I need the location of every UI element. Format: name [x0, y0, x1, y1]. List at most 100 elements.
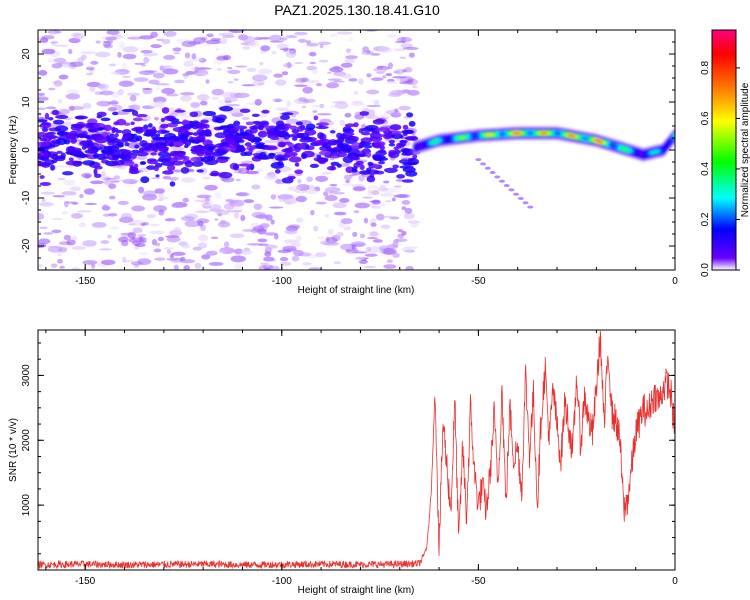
spectrogram-cell — [375, 150, 387, 156]
spectrogram-cell — [56, 150, 63, 154]
spectrogram-cell — [395, 77, 409, 82]
spectrogram-cell — [130, 121, 135, 126]
spectrogram-cell — [285, 51, 297, 58]
spectrogram-cell — [293, 146, 301, 153]
spectrogram-cell — [326, 165, 337, 171]
spectrogram-cell — [151, 177, 161, 180]
spectrogram-cell — [358, 78, 364, 85]
spectrogram-cell — [358, 128, 364, 134]
spectrogram-cell — [181, 40, 196, 48]
spectrogram-cell — [104, 177, 116, 180]
spectrogram-cell — [412, 154, 418, 159]
spectrogram-cell — [287, 175, 296, 180]
spectrogram-cell — [336, 231, 344, 237]
spectrogram-cell — [80, 51, 96, 55]
spectrogram-cell — [366, 73, 372, 78]
spectrogram-cell — [202, 176, 211, 180]
spectrogram-cell — [44, 151, 49, 157]
spectrogram-cell — [294, 31, 308, 36]
spectrogram-cell — [388, 143, 396, 147]
spectrogram-cell — [522, 201, 529, 205]
spectrogram-cell — [106, 139, 116, 143]
spectrogram-cell — [366, 104, 382, 108]
spectrogram-cell — [110, 99, 118, 107]
spectrogram-cell — [144, 70, 158, 73]
spectrogram-cell — [60, 61, 72, 68]
spectrogram-cell — [146, 165, 156, 170]
spectrogram-cell — [41, 48, 56, 55]
spectrogram-cell — [352, 166, 358, 171]
spectrogram-cell — [51, 109, 60, 116]
spectrogram-cell — [173, 52, 181, 55]
spectrogram-cell — [358, 260, 368, 264]
snr-xtick-label: -100 — [272, 576, 292, 587]
spectrogram-cell — [363, 217, 369, 224]
spectrogram-cell — [332, 202, 347, 209]
spectrogram-cell — [116, 142, 124, 147]
spectrogram-cell — [224, 146, 238, 152]
spectrogram-cell — [169, 181, 176, 187]
spectrogram-cell — [126, 92, 141, 97]
spectrogram-cell — [359, 164, 365, 171]
spectrogram-cell — [50, 41, 59, 44]
spectrogram-cell — [141, 142, 155, 149]
spectrogram-cell — [401, 200, 411, 205]
spectrogram-cell — [152, 137, 167, 141]
spectrogram-cell — [236, 93, 248, 98]
spectrogram-cell — [68, 61, 84, 67]
spectrogram-cell — [370, 190, 380, 196]
spectrogram-cell — [214, 218, 219, 221]
spectrogram-cell — [133, 77, 149, 82]
colorbar-tick-label: 0.6 — [700, 111, 711, 125]
spectrogram-cell — [150, 44, 162, 49]
spectrogram-cell — [285, 201, 293, 205]
spectrogram-cell — [184, 160, 194, 168]
spectrogram-cell — [241, 84, 255, 87]
spectrogram-cell — [112, 154, 123, 159]
spectrogram-cell — [392, 164, 399, 169]
spectrogram-cell — [360, 141, 366, 146]
spectrogram-cell — [39, 37, 49, 43]
spectrogram-cell — [259, 61, 264, 66]
spectrogram-cell — [82, 160, 96, 166]
spectrogram-cell — [122, 149, 132, 155]
spectrogram-cell — [320, 240, 332, 245]
spectrogram-cell — [65, 93, 81, 100]
spectrogram-cell — [122, 256, 127, 263]
spectrogram-cell — [498, 179, 505, 183]
spectrogram-cell — [250, 222, 260, 227]
spectrogram-cell — [343, 174, 352, 181]
spectrogram-cell — [72, 123, 85, 129]
spectrogram-cell — [410, 222, 419, 228]
spectrogram-cell — [99, 90, 114, 96]
spectrogram-cell — [503, 184, 510, 188]
spectrogram-cell — [162, 68, 179, 75]
spectrogram-cell — [387, 62, 393, 70]
spectrogram-cell — [38, 141, 51, 147]
spectrogram-cell — [159, 144, 166, 149]
spectrogram-cell — [198, 72, 209, 76]
spectrogram-cell — [95, 40, 101, 44]
spectrogram-cell — [329, 130, 336, 134]
spectrogram-cell — [295, 77, 307, 83]
spectrogram-cell — [224, 203, 235, 211]
spectrogram-cell — [88, 149, 97, 153]
spectrogram-cell — [73, 32, 85, 40]
spectrogram-cell — [153, 205, 168, 212]
spectrogram-cell — [208, 261, 224, 266]
spectrogram-cell — [383, 264, 397, 269]
spectrogram-cell — [394, 108, 399, 113]
spectrogram-cell — [371, 205, 382, 209]
spectrogram-cell — [122, 75, 132, 78]
spectrogram-cell — [269, 34, 282, 42]
spectrogram-cell — [212, 115, 219, 119]
spectrogram-cell — [329, 33, 338, 37]
spectrogram-cell — [376, 65, 385, 69]
spectrogram-cell — [296, 125, 305, 132]
spectrogram-cell — [183, 264, 190, 270]
spectrogram-cell — [260, 36, 271, 40]
spectrogram-cell — [97, 127, 104, 131]
spectrogram-cell — [127, 141, 142, 149]
spectrogram-cell — [378, 160, 386, 165]
spectrogram-cell — [395, 187, 401, 193]
